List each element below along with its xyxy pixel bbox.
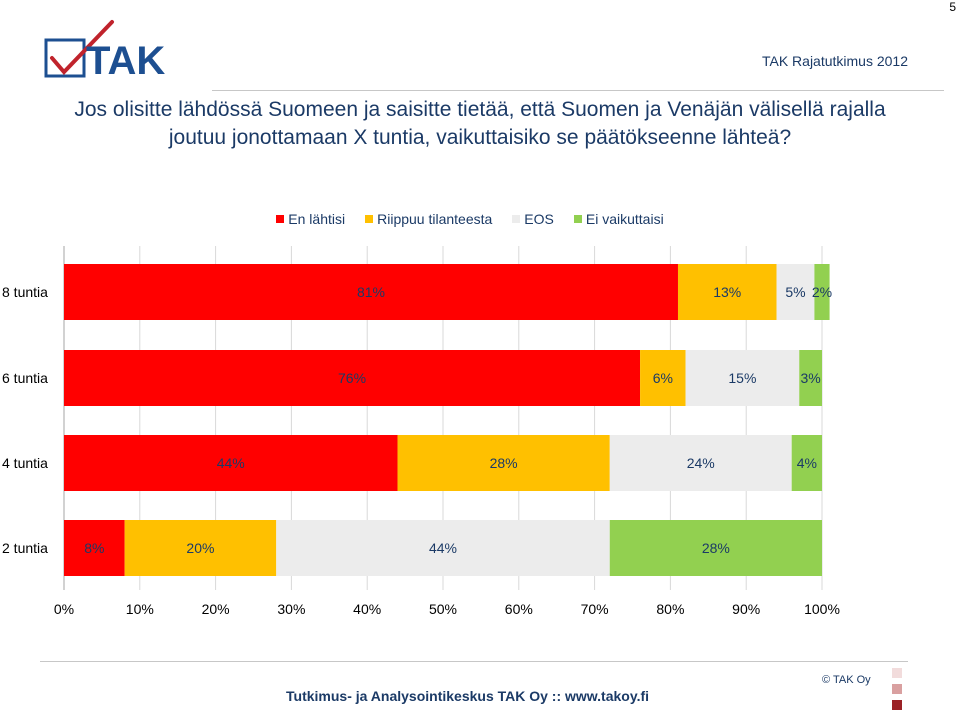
decor-square-2 [892,684,902,694]
data-label: 4% [797,455,817,471]
legend-item-ei-vaikuttaisi: Ei vaikuttaisi [573,211,664,227]
bar-segment [64,520,125,576]
data-label: 5% [785,284,805,300]
question-title: Jos olisitte lähdössä Suomeen ja saisitt… [74,98,886,149]
x-tick-label: 50% [429,601,457,617]
bar-segment [685,350,800,406]
legend-label-riippuu: Riippuu tilanteesta [377,211,493,227]
copyright-text: © TAK Oy [822,674,871,686]
page-number: 5 [949,0,956,14]
bar-segment [64,350,641,406]
category-label: 8 tuntia [2,284,48,300]
data-label: 8% [84,540,104,556]
bar-segment [276,520,610,576]
bar-segment [64,435,398,491]
data-label: 3% [801,370,821,386]
legend-label-eos: EOS [524,211,554,227]
bar-segment [814,264,830,320]
category-label: 4 tuntia [2,455,48,471]
bar-segment [799,350,822,406]
category-label: 6 tuntia [2,370,48,386]
data-label: 20% [186,540,214,556]
x-tick-label: 10% [126,601,154,617]
x-tick-label: 90% [732,601,760,617]
x-tick-label: 20% [202,601,230,617]
data-label: 76% [338,370,366,386]
legend-item-eos: EOS [512,211,554,227]
legend-swatch-ei-vaikuttaisi [573,215,582,223]
data-label: 81% [357,284,385,300]
legend-item-riippuu: Riippuu tilanteesta [365,211,492,227]
x-tick-label: 40% [353,601,381,617]
legend-label-ei-vaikuttaisi: Ei vaikuttaisi [585,211,664,227]
x-tick-label: 60% [505,601,533,617]
bar-segment [397,435,610,491]
legend-item-en-lahtisi: En lähtisi [276,211,345,227]
bar-segment [791,435,822,491]
header-divider [212,90,944,91]
x-tick-label: 0% [54,601,74,617]
data-label: 13% [713,284,741,300]
x-tick-label: 70% [581,601,609,617]
data-label: 28% [490,455,518,471]
data-label: 24% [687,455,715,471]
bar-segment [776,264,815,320]
decor-square-1 [892,668,902,678]
footer-text: Tutkimus- ja Analysointikeskus TAK Oy ::… [286,688,650,704]
x-tick-label: 80% [656,601,684,617]
footer-divider [40,661,908,662]
legend-swatch-riippuu [365,215,374,223]
x-tick-label: 100% [804,601,840,617]
category-label: 2 tuntia [2,540,48,556]
tak-logo: TAK [44,20,165,83]
legend-swatch-eos [512,215,521,223]
bar-segment [64,264,678,320]
data-label: 6% [653,370,673,386]
data-label: 28% [702,540,730,556]
header-survey-title: TAK Rajatutkimus 2012 [761,53,908,69]
bar-segment [124,520,277,576]
data-label: 2% [812,284,832,300]
data-label: 44% [217,455,245,471]
legend-swatch-en-lahtisi [276,215,285,223]
x-tick-label: 30% [277,601,305,617]
logo-text: TAK [86,39,165,83]
chart-legend: En lähtisi Riippuu tilanteesta EOS Ei va… [0,211,940,227]
bar-segment [609,435,792,491]
decor-square-3 [892,700,902,710]
data-label: 15% [728,370,756,386]
bar-segment [677,264,777,320]
data-label: 44% [429,540,457,556]
bar-segment [640,350,686,406]
legend-label-en-lahtisi: En lähtisi [288,211,346,227]
bar-segment [609,520,822,576]
